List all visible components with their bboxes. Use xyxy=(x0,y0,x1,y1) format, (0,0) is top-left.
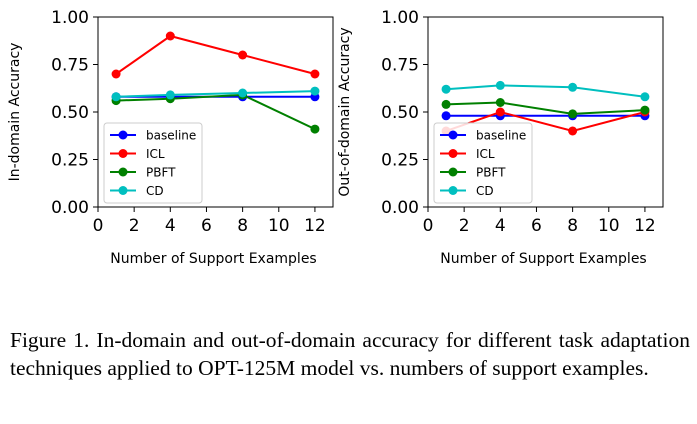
x-tick-label: 4 xyxy=(495,216,506,236)
series-line-pbft xyxy=(446,101,645,115)
y-tick-label: 1.00 xyxy=(51,8,89,28)
data-point-cd xyxy=(310,86,320,96)
data-point-cd xyxy=(165,90,175,100)
data-point-icl xyxy=(310,69,320,79)
data-point-icl xyxy=(165,31,175,41)
data-point-pbft xyxy=(310,124,320,134)
data-point-pbft xyxy=(441,99,451,109)
data-point-icl xyxy=(568,126,578,136)
x-tick-label: 4 xyxy=(165,216,176,236)
x-axis-label: Number of Support Examples xyxy=(440,251,646,267)
legend-label: ICL xyxy=(146,147,165,161)
chart-in-domain: 0 2 4 6 8 10 12 0.00 0.25 0.50 0.75 1.00 Number of S… xyxy=(7,8,334,267)
legend-box xyxy=(433,122,533,204)
y-tick-label: 0.00 xyxy=(381,198,419,218)
y-axis-label: In-domain Accuracy xyxy=(7,43,23,182)
legend-label: baseline xyxy=(146,129,196,143)
x-tick-label: 0 xyxy=(423,216,434,236)
x-tick-label: 10 xyxy=(268,216,290,236)
series-line-pbft xyxy=(116,93,316,131)
data-point-cd xyxy=(111,92,121,102)
figure-caption: Figure 1. In-domain and out-of-domain ac… xyxy=(10,328,690,380)
y-axis-label: Out-of-domain Accuracy xyxy=(337,27,353,196)
legend-label: ICL xyxy=(476,147,495,161)
x-tick-label: 6 xyxy=(201,216,212,236)
series-line-icl xyxy=(445,110,646,133)
y-tick-label: 0.00 xyxy=(51,198,89,218)
legend-label: PBFT xyxy=(146,166,176,180)
figure-charts: 0 2 4 6 8 10 12 0.00 0.25 0.50 0.75 1.00 Number of S… xyxy=(7,8,664,267)
data-point-icl xyxy=(111,69,121,79)
data-point-icl xyxy=(238,50,248,60)
legend-label: baseline xyxy=(476,129,526,143)
legend-marker xyxy=(118,186,128,195)
legend-marker xyxy=(448,130,458,140)
legend-label: CD xyxy=(146,184,164,198)
data-point-cd xyxy=(640,92,650,102)
legend-label: CD xyxy=(476,184,494,198)
x-tick-label: 0 xyxy=(93,216,104,236)
data-point-baseline xyxy=(441,111,451,121)
data-point-pbft xyxy=(568,109,578,119)
legend-marker xyxy=(118,167,128,177)
y-tick-label: 0.25 xyxy=(381,151,419,171)
x-tick-label: 6 xyxy=(531,216,542,236)
legend-marker xyxy=(118,130,128,140)
x-tick-label: 12 xyxy=(634,216,656,236)
x-tick-label: 8 xyxy=(237,216,248,236)
y-tick-label: 0.50 xyxy=(381,103,419,123)
series-line-cd xyxy=(446,84,646,98)
chart-out-of-domain: 0 2 4 6 8 10 12 0.00 0.25 0.50 0.75 1.00 Number of S… xyxy=(337,8,664,267)
x-tick-label: 10 xyxy=(598,216,620,236)
legend-box xyxy=(103,122,203,204)
data-point-cd xyxy=(238,88,248,98)
legend-marker xyxy=(448,186,458,195)
x-tick-label: 12 xyxy=(304,216,326,236)
data-point-pbft xyxy=(640,105,650,115)
series-line-icl xyxy=(115,34,316,75)
legend-marker xyxy=(118,149,128,158)
y-tick-label: 0.75 xyxy=(51,56,89,76)
legend-marker xyxy=(448,167,458,177)
data-point-cd xyxy=(495,80,505,90)
data-point-icl xyxy=(495,107,505,117)
x-tick-label: 8 xyxy=(567,216,578,236)
y-tick-label: 1.00 xyxy=(381,8,419,28)
data-point-pbft xyxy=(495,98,505,107)
series-line-cd xyxy=(116,90,315,98)
data-point-cd xyxy=(568,82,578,92)
legend-label: PBFT xyxy=(476,166,506,180)
x-tick-label: 2 xyxy=(129,216,140,236)
y-tick-label: 0.75 xyxy=(381,56,419,76)
x-tick-label: 2 xyxy=(459,216,470,236)
legend-marker xyxy=(448,149,458,158)
y-tick-label: 0.25 xyxy=(51,151,89,171)
y-tick-label: 0.50 xyxy=(51,103,89,123)
x-axis-label: Number of Support Examples xyxy=(110,251,316,267)
data-point-cd xyxy=(441,84,451,94)
